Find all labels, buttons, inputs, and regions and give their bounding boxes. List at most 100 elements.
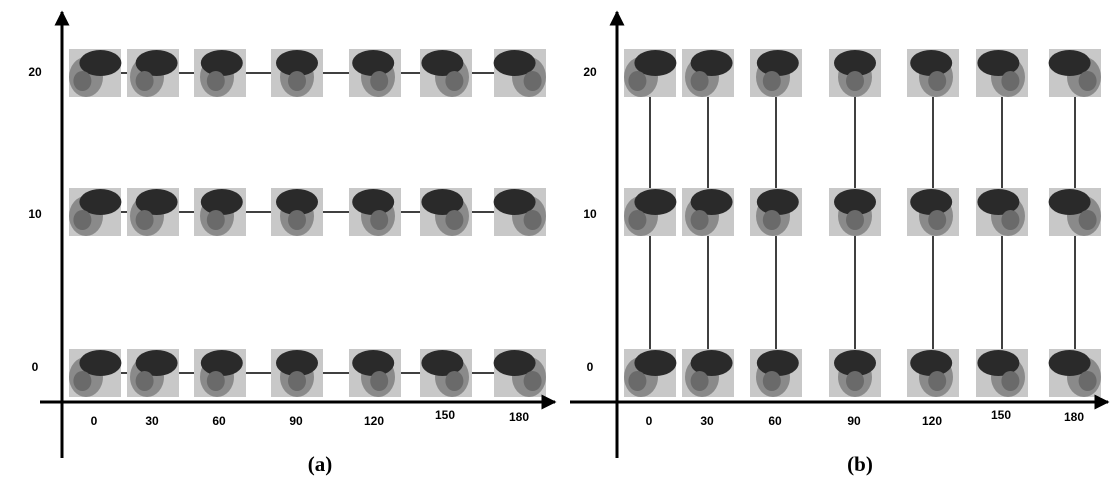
face-shade [206, 210, 225, 230]
face-shade [690, 371, 709, 391]
face-hair [634, 350, 677, 376]
face-hair [135, 189, 178, 215]
x-tick-label: 150 [991, 408, 1011, 422]
y-tick-label: 10 [28, 207, 42, 221]
face-image [127, 49, 179, 97]
face-hair [756, 189, 799, 215]
face-hair [634, 189, 677, 215]
face-shade [846, 210, 864, 230]
face-shade [135, 210, 154, 230]
panel-label: (b) [847, 452, 873, 476]
face-hair [1048, 50, 1091, 76]
face-hair [690, 189, 733, 215]
face-shade [523, 71, 542, 91]
face-image [682, 349, 734, 397]
face-hair [690, 350, 733, 376]
face-image [976, 349, 1028, 397]
face-shade [928, 371, 947, 391]
face-shade [1078, 371, 1097, 391]
face-shade [928, 210, 947, 230]
face-shade [73, 71, 92, 91]
face-image [69, 49, 122, 97]
x-tick-label: 60 [212, 414, 226, 428]
face-image [750, 349, 802, 397]
x-tick-label: 180 [509, 410, 529, 424]
y-tick-label: 0 [32, 360, 39, 374]
x-tick-label: 30 [700, 414, 714, 428]
face-hair [276, 189, 318, 215]
x-tick-label: 120 [364, 414, 384, 428]
x-tick-label: 90 [847, 414, 861, 428]
face-image [349, 188, 401, 236]
face-shade [1001, 71, 1020, 91]
face-image [349, 49, 401, 97]
face-image [69, 349, 122, 397]
face-hair [352, 189, 395, 215]
face-image [624, 49, 677, 97]
face-image [682, 49, 734, 97]
face-shade [690, 71, 709, 91]
face-image [750, 188, 802, 236]
face-image [194, 349, 246, 397]
face-image [1048, 188, 1101, 236]
face-image [750, 49, 802, 97]
face-image [493, 188, 546, 236]
face-hair [135, 350, 178, 376]
face-hair [421, 50, 464, 76]
x-tick-label: 120 [922, 414, 942, 428]
face-image [127, 349, 179, 397]
face-shade [73, 210, 92, 230]
face-hair [756, 350, 799, 376]
face-image [349, 349, 401, 397]
face-hair [834, 50, 876, 76]
face-shade [628, 371, 647, 391]
face-hair [79, 189, 122, 215]
face-hair [276, 350, 318, 376]
face-image [829, 188, 881, 236]
y-tick-label: 10 [583, 207, 597, 221]
face-shade [445, 71, 464, 91]
face-hair [634, 50, 677, 76]
face-shade [690, 210, 709, 230]
face-hair [1048, 189, 1091, 215]
x-tick-label: 60 [768, 414, 782, 428]
x-tick-label: 150 [435, 408, 455, 422]
face-hair [756, 50, 799, 76]
face-image [1048, 49, 1101, 97]
face-image [493, 349, 546, 397]
face-hair [200, 189, 243, 215]
face-hair [977, 50, 1020, 76]
face-image [829, 349, 881, 397]
face-shade [135, 71, 154, 91]
face-shade [1001, 371, 1020, 391]
face-image [127, 188, 179, 236]
face-shade [928, 71, 947, 91]
face-image [69, 188, 122, 236]
face-hair [135, 50, 178, 76]
face-hair [910, 189, 953, 215]
face-hair [493, 50, 536, 76]
face-image [194, 188, 246, 236]
face-image [682, 188, 734, 236]
face-image [420, 349, 472, 397]
face-shade [628, 210, 647, 230]
face-shade [445, 210, 464, 230]
face-hair [977, 350, 1020, 376]
face-image [907, 49, 959, 97]
face-image [907, 349, 959, 397]
face-shade [370, 210, 389, 230]
face-shade [1001, 210, 1020, 230]
x-tick-label: 0 [91, 414, 98, 428]
face-shade [762, 371, 781, 391]
face-shade [762, 210, 781, 230]
face-shade [206, 71, 225, 91]
face-shade [206, 371, 225, 391]
face-shade [628, 71, 647, 91]
face-hair [690, 50, 733, 76]
face-shade [135, 371, 154, 391]
face-image [271, 188, 323, 236]
face-image [420, 49, 472, 97]
face-image [829, 49, 881, 97]
face-image [493, 49, 546, 97]
